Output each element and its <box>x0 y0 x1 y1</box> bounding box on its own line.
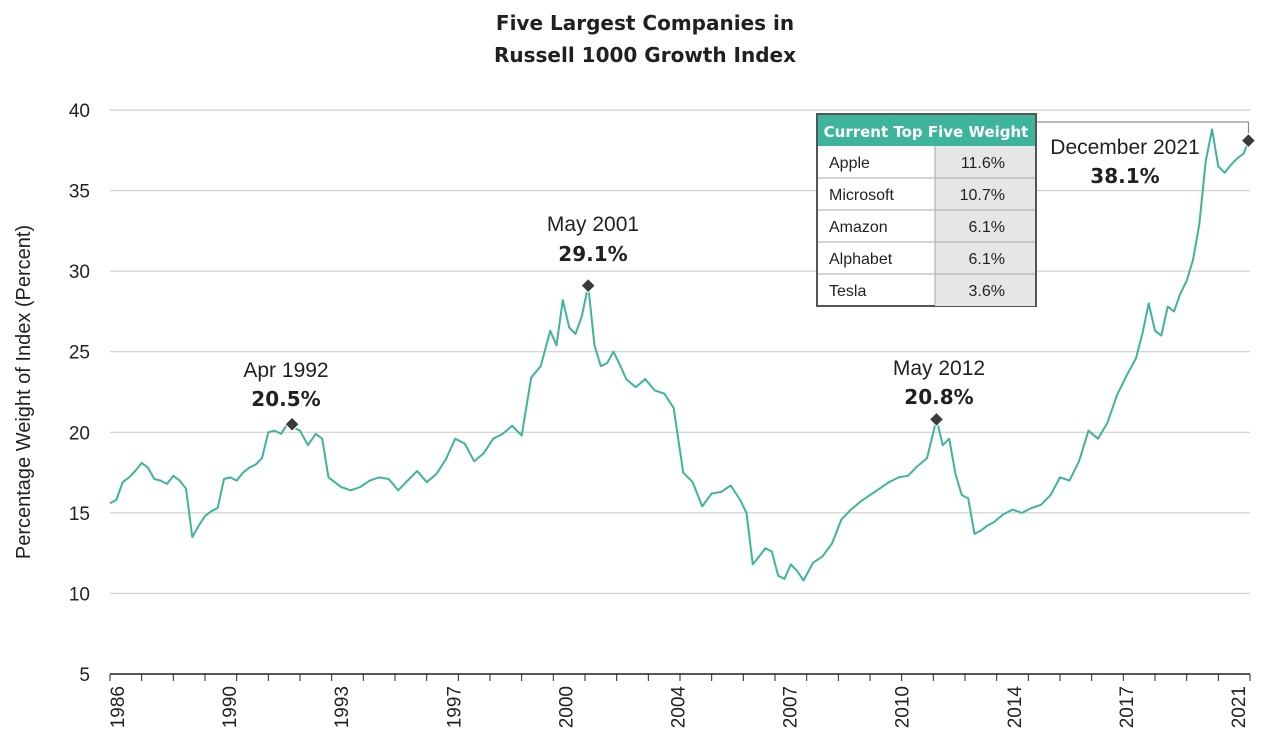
chart-title-line-2: Russell 1000 Growth Index <box>494 43 796 67</box>
x-tick-label: 1993 <box>332 686 353 728</box>
y-tick-label: 40 <box>69 101 90 122</box>
annotation-value: 20.5% <box>251 387 320 411</box>
y-tick-label: 20 <box>69 423 90 444</box>
table-value-cell <box>935 242 1035 274</box>
y-axis-label: Percentage Weight of Index (Percent) <box>13 225 35 559</box>
x-axis <box>109 673 1251 681</box>
annotation-date: May 2001 <box>547 213 639 236</box>
top-five-weight-table: Current Top Five Weight Apple 11.6% Micros… <box>816 113 1037 307</box>
annotation-date: December 2021 <box>1050 136 1199 159</box>
y-tick-labels: 5 10 15 20 25 30 35 40 <box>69 101 90 686</box>
table-company-weight: 10.7% <box>960 187 1005 204</box>
table-value-cell <box>935 210 1035 242</box>
x-tick-label: 1986 <box>108 686 129 728</box>
table-company-weight: 6.1% <box>969 251 1005 268</box>
y-tick-label: 30 <box>69 262 90 283</box>
annotation-date: May 2012 <box>893 357 985 380</box>
y-tick-label: 15 <box>69 504 90 525</box>
table-company-name: Amazon <box>829 219 888 236</box>
annotation-value: 38.1% <box>1090 164 1159 188</box>
y-tick-label: 35 <box>69 182 90 203</box>
x-tick-label: 2021 <box>1229 686 1250 728</box>
annotation-marker <box>580 277 596 294</box>
x-tick-label: 2010 <box>893 686 914 728</box>
annotation-labels: Apr 1992 20.5% May 2001 29.1% May 2012 20.8% D… <box>243 136 1199 411</box>
x-tick-labels: 1986 1990 1993 1997 2000 2004 2007 2010 2014 2017… <box>108 686 1250 729</box>
x-tick-label: 2007 <box>781 686 802 728</box>
annotation-date: Apr 1992 <box>243 359 328 382</box>
x-tick-label: 2000 <box>556 686 577 728</box>
annotation-marker <box>928 411 945 428</box>
table-header-bg <box>818 115 1035 146</box>
table-value-cell <box>935 178 1035 210</box>
annotation-marker <box>284 416 300 432</box>
x-tick-label: 1997 <box>444 686 465 728</box>
table-value-cell <box>935 274 1035 306</box>
x-tick-label: 2004 <box>669 686 690 729</box>
table-company-name: Alphabet <box>829 251 893 268</box>
table-rows: Apple 11.6% Microsoft 10.7% Amazon 6.1% Alphab… <box>818 146 1035 306</box>
table-company-name: Apple <box>829 155 870 172</box>
y-tick-label: 10 <box>69 584 90 605</box>
gridlines <box>110 109 1250 594</box>
table-company-name: Tesla <box>829 283 866 300</box>
series-line <box>109 128 1250 582</box>
x-tick-label: 1990 <box>220 686 241 728</box>
x-tick-label: 2014 <box>1005 686 1026 729</box>
chart-title-line-1: Five Largest Companies in <box>496 11 794 35</box>
annotation-value: 29.1% <box>558 242 627 266</box>
annotation-markers <box>284 132 1257 432</box>
table-company-weight: 3.6% <box>969 283 1005 300</box>
y-tick-label: 25 <box>69 343 90 364</box>
y-tick-label: 5 <box>79 665 90 686</box>
table-company-name: Microsoft <box>829 187 894 204</box>
table-company-weight: 11.6% <box>961 155 1005 172</box>
table-company-weight: 6.1% <box>969 219 1005 236</box>
x-tick-label: 2017 <box>1117 686 1138 728</box>
table-value-cell <box>935 146 1035 178</box>
annotation-marker <box>1240 132 1257 149</box>
table-title: Current Top Five Weight <box>824 123 1029 141</box>
annotation-value: 20.8% <box>904 385 973 409</box>
